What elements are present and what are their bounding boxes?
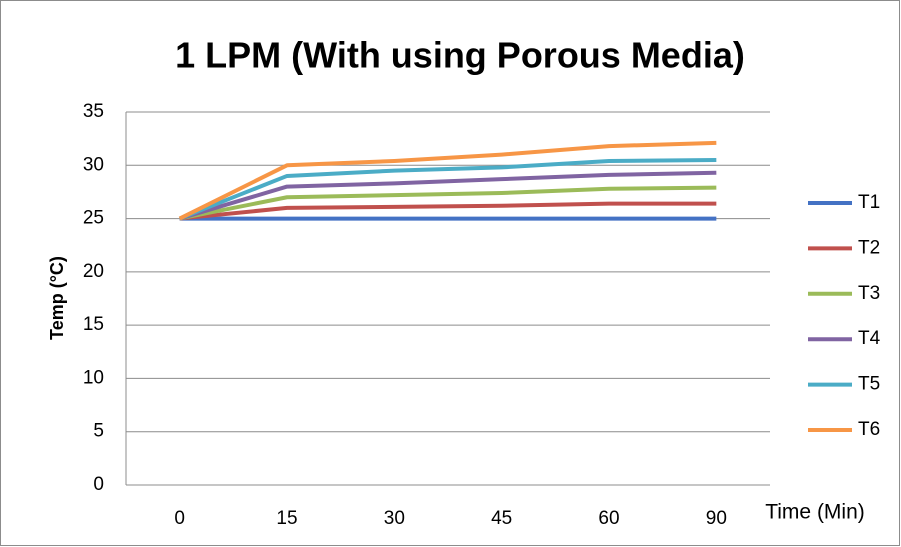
y-tick-label: 20 bbox=[83, 261, 104, 282]
y-tick-label: 0 bbox=[93, 474, 104, 495]
x-tick-label: 45 bbox=[491, 508, 512, 529]
series-line bbox=[178, 140, 717, 221]
x-tick-label: 0 bbox=[174, 508, 185, 529]
legend-label: T5 bbox=[858, 374, 880, 395]
series-line bbox=[179, 170, 717, 221]
legend-label: T3 bbox=[858, 283, 880, 304]
x-tick-label: 15 bbox=[276, 508, 297, 529]
chart-title: 1 LPM (With using Porous Media) bbox=[175, 35, 745, 76]
legend-label: T2 bbox=[858, 237, 880, 258]
legend-label: T6 bbox=[858, 419, 880, 440]
y-tick-label: 25 bbox=[83, 208, 104, 229]
x-axis-label: Time (Min) bbox=[765, 501, 865, 524]
x-tick-label: 30 bbox=[384, 508, 405, 529]
x-tick-label: 60 bbox=[598, 508, 619, 529]
y-tick-label: 35 bbox=[83, 101, 104, 122]
y-tick-label: 10 bbox=[83, 367, 104, 388]
legend-label: T4 bbox=[858, 328, 881, 349]
legend-label: T1 bbox=[858, 192, 880, 213]
series-line bbox=[178, 157, 717, 221]
y-tick-label: 30 bbox=[83, 154, 104, 175]
series-line bbox=[179, 185, 717, 221]
x-tick-label: 90 bbox=[706, 508, 727, 529]
series-line bbox=[179, 201, 717, 221]
y-tick-label: 15 bbox=[83, 314, 104, 335]
y-tick-label: 5 bbox=[93, 421, 104, 442]
y-axis-label: Temp (°C) bbox=[47, 256, 67, 340]
